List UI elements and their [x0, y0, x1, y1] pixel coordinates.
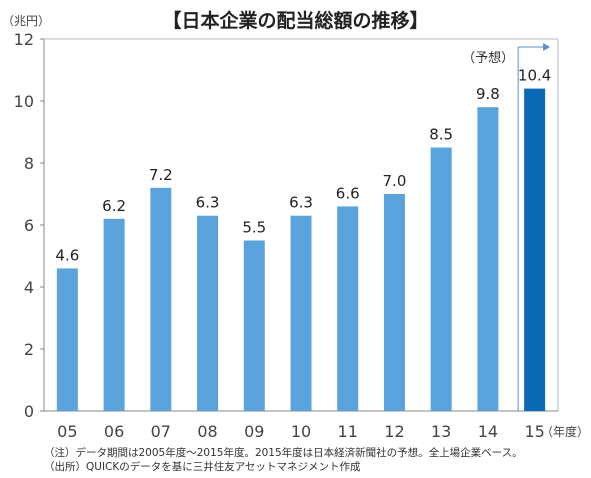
footnotes: （注）データ期間は2005年度～2015年度。2015年度は日本経済新聞社の予想… [44, 446, 523, 474]
source-note: （出所）QUICKのデータを基に三井住友アセットマネジメント作成 [44, 461, 361, 473]
data-label: 8.5 [429, 126, 453, 144]
bar [337, 206, 359, 411]
x-tick-label: 05 [57, 422, 77, 441]
x-tick-label: 09 [244, 422, 264, 441]
bar [290, 215, 312, 411]
x-tick-label: 14 [478, 422, 498, 441]
data-label: 10.4 [518, 67, 551, 85]
y-tick-label: 8 [24, 154, 34, 173]
bar [150, 187, 172, 411]
bar [383, 194, 405, 411]
data-note: （注）データ期間は2005年度～2015年度。2015年度は日本経済新聞社の予想… [44, 447, 523, 459]
y-axis-label: （兆円） [2, 14, 50, 28]
bar [197, 215, 219, 411]
x-tick-label: 15 [524, 422, 544, 441]
chart-title: 【日本企業の配当総額の推移】 [162, 10, 429, 32]
y-tick-label: 2 [24, 340, 34, 359]
y-tick-label: 0 [24, 402, 34, 421]
x-tick-label: 13 [431, 422, 451, 441]
bar [243, 240, 265, 411]
data-label: 6.3 [289, 194, 313, 212]
x-axis-label: （年度） [541, 424, 589, 439]
bar-forecast [524, 88, 546, 411]
y-tick-label: 10 [14, 92, 34, 111]
y-tick-label: 6 [24, 216, 34, 235]
bar [477, 107, 499, 411]
data-label: 5.5 [242, 219, 266, 237]
bar [103, 218, 125, 411]
forecast-label: （予想） [462, 50, 514, 66]
y-tick-label: 4 [24, 278, 34, 297]
x-tick-label: 08 [197, 422, 217, 441]
data-label: 7.2 [149, 166, 173, 184]
bar [430, 147, 452, 411]
x-tick-label: 10 [291, 422, 311, 441]
bar [56, 268, 78, 411]
x-tick-label: 07 [151, 422, 171, 441]
y-tick-label: 12 [14, 30, 34, 49]
data-label: 4.6 [55, 246, 79, 264]
x-tick-label: 06 [104, 422, 124, 441]
x-tick-label: 11 [338, 422, 358, 441]
data-label: 6.3 [196, 194, 220, 212]
x-tick-label: 12 [384, 422, 404, 441]
data-label: 9.8 [476, 85, 500, 103]
data-label: 6.2 [102, 197, 126, 215]
forecast-arrow-head [543, 43, 551, 51]
data-label: 7.0 [383, 172, 407, 190]
data-label: 6.6 [336, 184, 360, 202]
